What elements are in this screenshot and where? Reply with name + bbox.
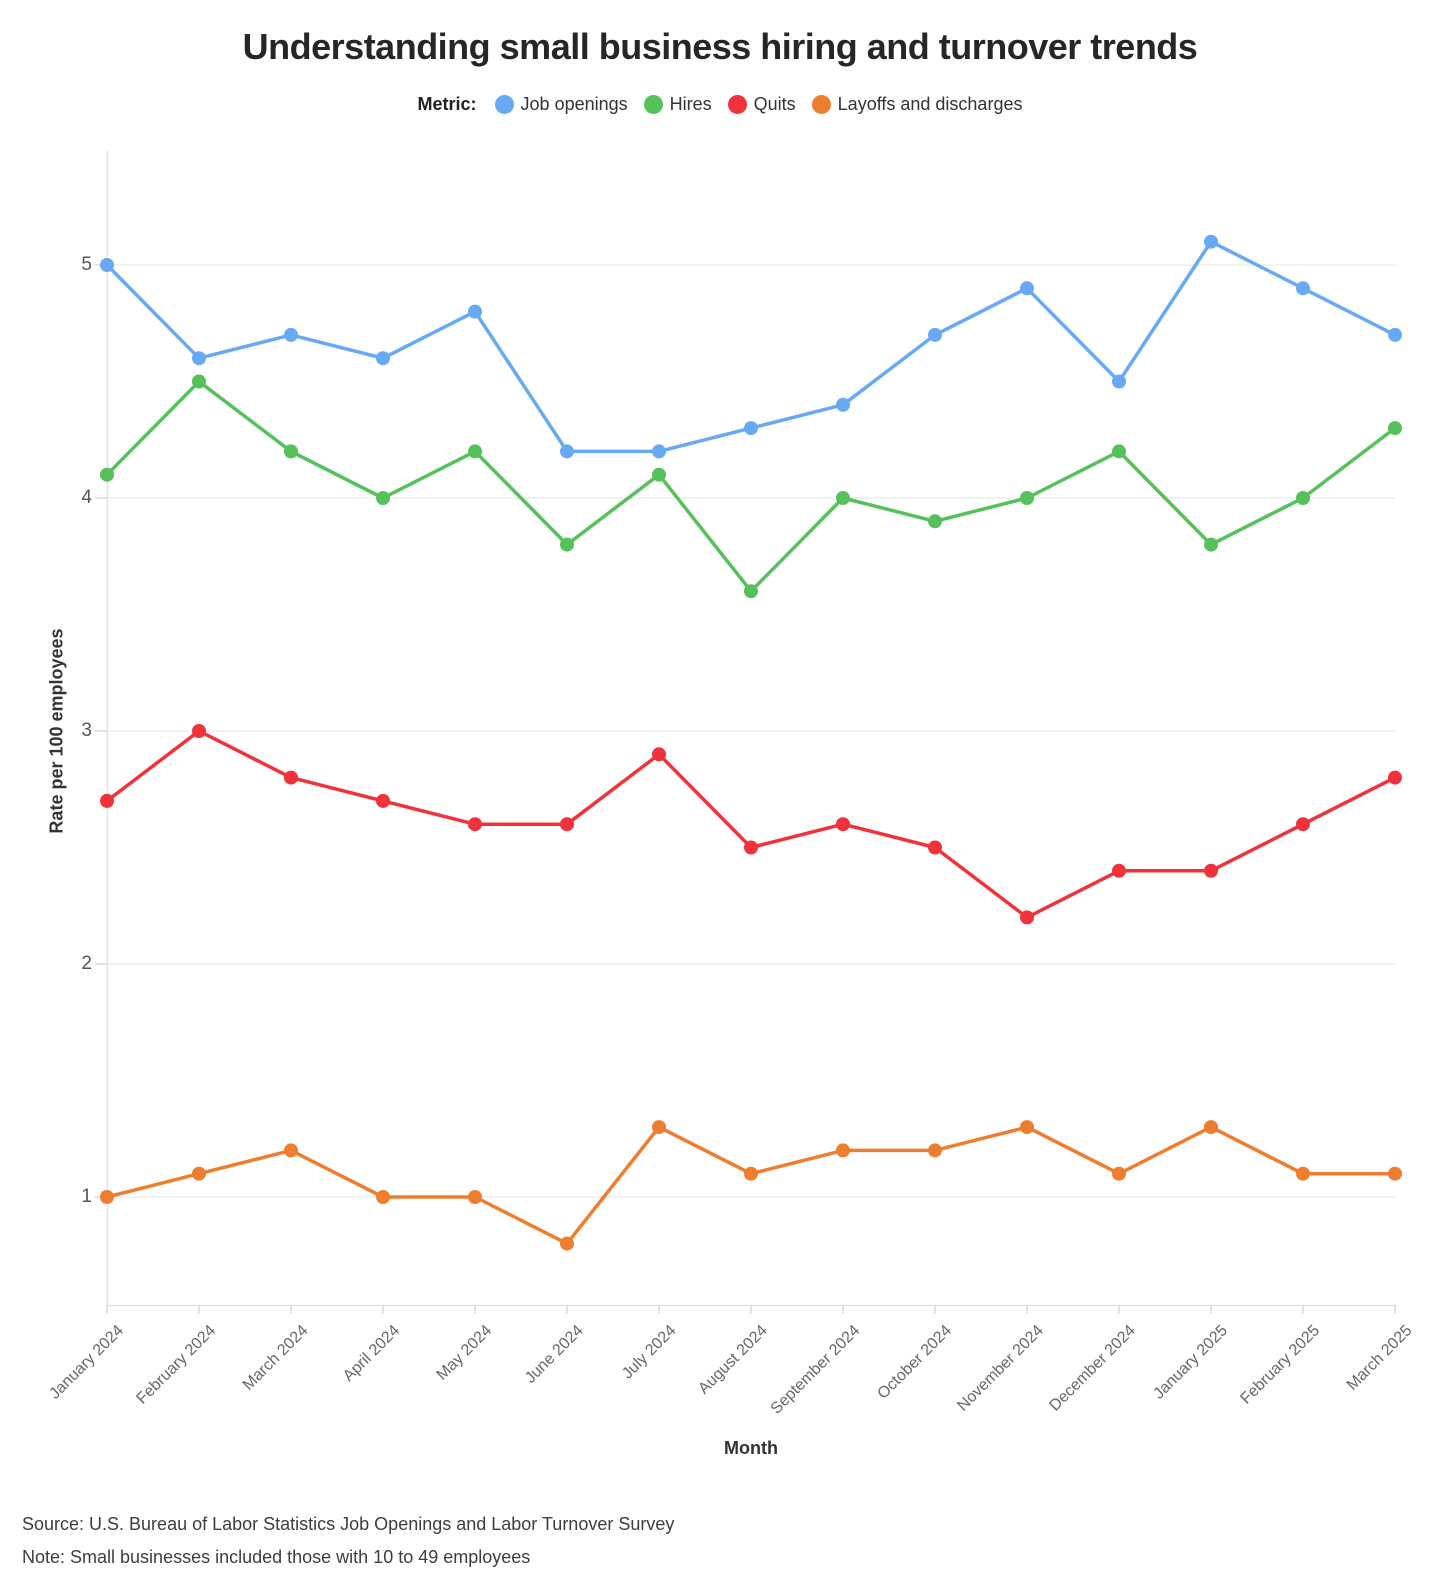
legend-item-hires: Hires (643, 94, 712, 115)
point-layoffs-and-discharges-november-2024 (1020, 1120, 1034, 1135)
point-quits-may-2024 (468, 817, 482, 832)
point-hires-march-2025 (1388, 421, 1402, 436)
point-quits-march-2024 (284, 770, 298, 785)
point-quits-august-2024 (744, 840, 758, 855)
point-job-openings-april-2024 (376, 351, 390, 366)
point-job-openings-july-2024 (652, 444, 666, 459)
point-hires-march-2024 (284, 444, 298, 459)
point-job-openings-may-2024 (468, 304, 482, 319)
point-quits-june-2024 (560, 817, 574, 832)
legend-dot-layoffs (811, 95, 831, 114)
legend-dot-quits (727, 95, 747, 114)
legend-label-job-openings: Job openings (520, 94, 628, 114)
line-layoffs-and-discharges (105, 1125, 1397, 1246)
point-hires-february-2025 (1296, 491, 1310, 505)
point-job-openings-march-2024 (284, 327, 298, 342)
point-job-openings-january-2025 (1204, 234, 1218, 249)
point-job-openings-june-2024 (560, 444, 574, 459)
point-hires-november-2024 (1020, 491, 1034, 505)
chart-title: Understanding small business hiring and … (242, 26, 1198, 67)
x-axis-title: Month (724, 1438, 778, 1458)
source-note: Source: U.S. Bureau of Labor Statistics … (22, 1514, 675, 1534)
small-business-note: Note: Small businesses included those wi… (22, 1547, 531, 1567)
y-axis-title: Rate per 100 employees (46, 628, 67, 834)
point-layoffs-and-discharges-march-2024 (284, 1143, 298, 1158)
point-quits-october-2024 (928, 840, 942, 855)
point-layoffs-and-discharges-july-2024 (652, 1120, 666, 1135)
point-hires-august-2024 (744, 584, 758, 599)
legend-item-layoffs: Layoffs and discharges (811, 94, 1023, 115)
point-layoffs-and-discharges-april-2024 (376, 1190, 390, 1204)
point-job-openings-december-2024 (1112, 374, 1126, 389)
legend-label-quits: Quits (753, 94, 796, 114)
point-job-openings-february-2024 (192, 351, 206, 366)
point-hires-january-2025 (1204, 537, 1218, 552)
line-hires (105, 379, 1397, 593)
point-layoffs-and-discharges-december-2024 (1112, 1166, 1126, 1181)
point-hires-december-2024 (1112, 444, 1126, 459)
point-job-openings-february-2025 (1296, 281, 1310, 296)
point-hires-july-2024 (652, 467, 666, 482)
point-quits-november-2024 (1020, 910, 1034, 925)
y-axis-tick-label-1: 1 (81, 1186, 92, 1207)
point-quits-july-2024 (652, 747, 666, 762)
y-axis-tick-label-3: 3 (81, 720, 92, 741)
point-job-openings-january-2024 (100, 258, 114, 272)
y-axis-tick-label-5: 5 (81, 254, 92, 275)
y-axis-tick-label-4: 4 (81, 487, 92, 508)
point-hires-april-2024 (376, 491, 390, 505)
point-job-openings-october-2024 (928, 327, 942, 342)
point-layoffs-and-discharges-may-2024 (468, 1190, 482, 1204)
point-layoffs-and-discharges-january-2025 (1204, 1120, 1218, 1135)
legend-label-hires: Hires (669, 94, 712, 114)
chart-footer: Source: U.S. Bureau of Labor Statistics … (22, 1508, 674, 1574)
legend-title: Metric: (417, 94, 477, 114)
point-layoffs-and-discharges-october-2024 (928, 1143, 942, 1158)
legend-item-job-openings: Job openings (494, 94, 628, 115)
point-quits-december-2024 (1112, 863, 1126, 878)
point-quits-february-2024 (192, 724, 206, 738)
point-job-openings-september-2024 (836, 397, 850, 412)
point-job-openings-november-2024 (1020, 281, 1034, 296)
legend-dot-job-openings (494, 95, 514, 114)
point-quits-april-2024 (376, 793, 390, 808)
legend-item-quits: Quits (727, 94, 796, 115)
point-quits-september-2024 (836, 817, 850, 832)
point-layoffs-and-discharges-september-2024 (836, 1143, 850, 1158)
point-hires-january-2024 (100, 467, 114, 482)
point-layoffs-and-discharges-january-2024 (100, 1190, 114, 1204)
line-quits (105, 729, 1397, 920)
point-hires-october-2024 (928, 514, 942, 529)
chart-legend: Metric: Job openings Hires Quits Layoffs… (0, 94, 1440, 115)
point-layoffs-and-discharges-august-2024 (744, 1166, 758, 1181)
legend-label-layoffs: Layoffs and discharges (837, 94, 1023, 114)
point-layoffs-and-discharges-march-2025 (1388, 1166, 1402, 1181)
point-hires-september-2024 (836, 491, 850, 505)
point-hires-june-2024 (560, 537, 574, 552)
point-hires-may-2024 (468, 444, 482, 459)
point-layoffs-and-discharges-february-2025 (1296, 1166, 1310, 1181)
legend-dot-hires (643, 95, 663, 114)
point-quits-january-2025 (1204, 863, 1218, 878)
point-quits-march-2025 (1388, 770, 1402, 785)
point-job-openings-august-2024 (744, 421, 758, 436)
point-job-openings-march-2025 (1388, 327, 1402, 342)
point-layoffs-and-discharges-june-2024 (560, 1236, 574, 1251)
y-axis-tick-label-2: 2 (81, 953, 92, 974)
point-quits-february-2025 (1296, 817, 1310, 832)
point-quits-january-2024 (100, 793, 114, 808)
point-hires-february-2024 (192, 374, 206, 389)
point-layoffs-and-discharges-february-2024 (192, 1166, 206, 1181)
line-job-openings (105, 239, 1397, 454)
